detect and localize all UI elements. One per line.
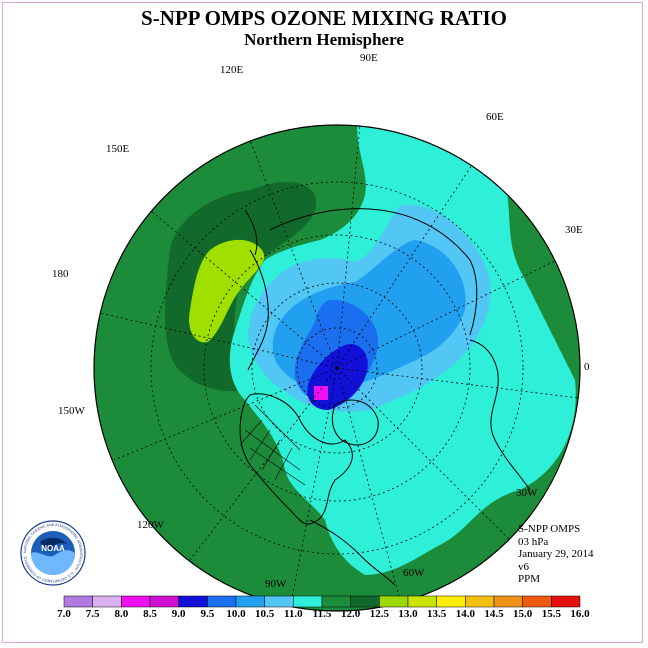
coast-greenland [331, 399, 379, 446]
colorbar-tick-label: 9.5 [200, 608, 215, 620]
longitude-label-120e: 120E [220, 64, 244, 76]
colorbar-tick-label: 12.0 [341, 608, 361, 620]
product-info: S-NPP OMPS 03 hPa January 29, 2014 v6 PP… [518, 523, 593, 586]
coast-siberia [247, 249, 269, 371]
colorbar-tick-label: 13.5 [427, 608, 447, 620]
colorbar-tick-label: 11.0 [284, 608, 303, 620]
longitude-label-120w: 120W [137, 519, 164, 531]
longitude-label-60w: 60W [403, 567, 425, 579]
longitude-label-180: 180 [52, 268, 69, 280]
colorbar-tick-label: 15.5 [541, 608, 561, 620]
info-date: January 29, 2014 [518, 548, 594, 560]
colorbar-tick-label: 7.0 [57, 608, 71, 620]
longitude-label-30w: 30W [516, 487, 538, 499]
noaa-logo-text: NOAA [41, 544, 65, 553]
colorbar-tick-label: 16.0 [570, 608, 590, 620]
colorbar-tick-label: 7.5 [85, 608, 100, 620]
info-level: 03 hPa [518, 535, 549, 548]
coastlines [239, 208, 531, 586]
info-units: PPM [518, 573, 541, 585]
ozone-region-lime [189, 239, 265, 343]
longitude-label-150e: 150E [106, 143, 130, 155]
coast-europe-africa [469, 339, 531, 491]
longitude-label-0: 0 [584, 361, 590, 373]
latitude-gridlines [150, 181, 524, 555]
longitude-label-60e: 60E [486, 111, 504, 123]
colorbar-tick-label: 11.5 [312, 608, 332, 620]
coast-kamchatka [244, 209, 258, 256]
colorbar-tick-label: 10.0 [226, 608, 246, 620]
map-subtitle: Northern Hemisphere [244, 30, 404, 49]
colorbar-tick-label: 8.5 [143, 608, 157, 620]
colorbar-tick-label: 10.5 [255, 608, 275, 620]
colorbar-tick-label: 12.5 [369, 608, 389, 620]
longitude-label-90w: 90W [265, 578, 287, 590]
coast-north-america [239, 393, 353, 525]
ozone-region-magenta [314, 386, 328, 400]
colorbar-tick-label: 15.0 [513, 608, 533, 620]
colorbar-tick-label: 13.0 [398, 608, 418, 620]
noaa-logo: NATIONAL OCEANIC AND ATMOSPHERIC ADMINIS… [20, 520, 86, 586]
longitude-label-30e: 30E [565, 224, 583, 236]
colorbar-tick-label: 14.5 [484, 608, 504, 620]
colorbar-tick-label: 8.0 [114, 608, 129, 620]
coast-central-america [309, 519, 396, 586]
longitude-label-150w: 150W [58, 405, 85, 417]
longitude-label-90e: 90E [360, 52, 378, 64]
map-title: S-NPP OMPS OZONE MIXING RATIO [141, 6, 507, 30]
colorbar-tick-label: 9.0 [171, 608, 186, 620]
figure-frame [2, 2, 643, 643]
political-borders [239, 404, 306, 486]
info-instrument: S-NPP OMPS [518, 523, 581, 535]
coast-asia [269, 208, 478, 336]
info-version: v6 [518, 560, 529, 573]
colorbar-tick-label: 14.0 [455, 608, 475, 620]
longitude-gridlines [95, 125, 579, 609]
map-boundary-circle [93, 124, 581, 612]
